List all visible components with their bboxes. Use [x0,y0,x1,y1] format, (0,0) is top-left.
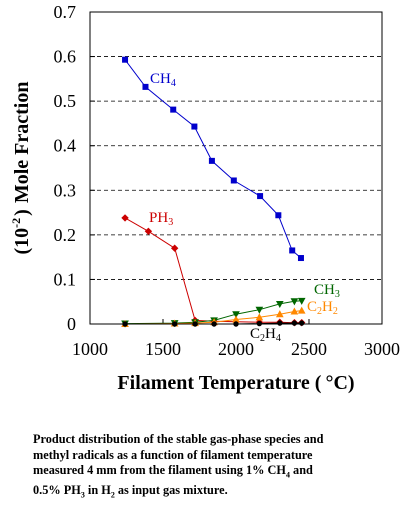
caption-line-2: methyl radicals as a function of filamen… [33,447,313,462]
data-point-c2h4 [277,320,283,326]
series-line-ph3 [124,217,302,324]
x-axis-title-unit: °C) [325,372,354,394]
y-axis-title-main: Mole Fraction [11,82,33,204]
series-label-subscript: 4 [276,333,281,344]
data-point-ph3 [121,214,129,222]
caption-line-4a: 0.5% PH [33,482,81,497]
y-tick-label: 0 [67,314,76,334]
data-point-ch4 [275,212,282,219]
data-point-ch4 [170,106,177,113]
data-point-ch4 [191,123,198,130]
y-axis-title-base: (10 [11,228,33,255]
data-point-c2h4 [299,320,305,326]
data-point-ch4 [257,193,264,200]
x-tick-label: 2000 [218,339,254,359]
caption-line-3: measured 4 mm from the filament using 1%… [33,463,403,483]
grid-lines [90,56,382,280]
data-point-ch3 [232,311,240,319]
y-axis-title-power: -2 [9,218,23,228]
y-tick-label: 0.1 [54,269,77,289]
series-label-text: C [307,299,317,315]
caption-line-3b: and [289,463,313,477]
data-point-c2h4 [291,320,298,326]
y-axis-title: (10-2) Mole Fraction [9,82,33,255]
data-point-ch3 [297,297,306,305]
series-label-subscript: 2 [317,306,322,317]
y-tick-label: 0.2 [54,225,77,245]
series-label-c2h2: C2H2 [307,299,338,317]
y-tick-label: 0.6 [54,47,77,67]
x-tick-label: 2500 [291,339,327,359]
series-label-text: C [250,326,260,342]
data-point-ch4 [208,157,215,164]
series-label-text: CH [314,282,335,298]
x-tick-label: 1000 [72,339,108,359]
series-label-ch4: CH4 [150,71,176,89]
caption-line-1: Product distribution of the stable gas-p… [33,432,324,446]
data-point-c2h4 [192,321,198,327]
x-axis: 1000 1500 2000 2500 3000 [72,319,400,359]
data-point-ch3 [290,298,299,306]
data-point-ch3 [255,306,264,314]
x-axis-title: Filament Temperature (°C) [117,372,354,394]
caption-line-3a: measured 4 mm from the filament using 1%… [33,463,286,477]
data-point-c2h4 [122,321,128,327]
series-group [121,56,306,328]
caption-line-4c: as input gas mixture. [114,482,228,497]
data-point-ch3 [275,300,284,308]
data-point-ch4 [297,255,304,262]
series-label-text: H [322,299,333,315]
data-point-c2h2 [255,313,264,321]
x-axis-title-text: Filament Temperature ( [117,372,321,394]
caption-line-4-sub2: 2 [110,490,115,500]
x-tick-label: 1500 [145,339,181,359]
data-point-ph3 [144,227,153,235]
y-axis-title-close: ) [11,209,33,216]
data-point-c2h4 [211,321,217,327]
caption-line-4: 0.5% PH3 in H2 as input gas mixture. [33,483,403,503]
plot-frame [89,11,383,325]
data-point-ch4 [230,177,237,184]
data-point-ch4 [142,83,149,90]
data-point-c2h2 [290,307,299,315]
data-point-ch4 [289,247,296,254]
y-tick-label: 0.4 [54,136,77,156]
data-point-c2h2 [275,310,284,318]
figure-caption: Product distribution of the stable gas-p… [33,432,403,503]
series-label-c2h4: C2H4 [250,326,281,344]
mole-fraction-chart: 0 0.1 0.2 0.3 0.4 0.5 0.6 0.7 1000 1500 2000 2500 3… [9,2,400,394]
data-point-c2h4 [233,321,239,327]
y-tick-label: 0.3 [54,180,77,200]
y-tick-label: 0.5 [54,91,77,111]
series-label-subscript: 4 [171,78,176,89]
series-label-subscript: 3 [335,289,340,300]
data-point-c2h4 [256,320,263,327]
series-label-text: H [265,326,276,342]
series-label-text: CH [150,71,171,87]
series-label-subscript: 2 [333,306,338,317]
data-point-c2h4 [171,321,178,327]
series-line-ch4 [124,59,302,259]
y-tick-label: 0.7 [54,2,77,22]
series-label-subscript: 3 [168,217,173,228]
caption-line-4b: in H [84,482,111,497]
caption-line-4-sub1: 3 [80,490,85,500]
data-point-c2h2 [297,306,306,314]
data-point-ph3 [170,244,179,252]
caption-line-3-sub: 4 [285,470,290,480]
y-axis: 0 0.1 0.2 0.3 0.4 0.5 0.6 0.7 [54,2,95,334]
x-tick-label: 3000 [364,339,400,359]
series-label-ph3: PH3 [149,210,173,228]
series-label-ch3: CH3 [314,282,340,300]
series-label-text: PH [149,210,168,226]
series-label-subscript: 2 [260,333,265,344]
data-point-ch4 [122,56,129,63]
